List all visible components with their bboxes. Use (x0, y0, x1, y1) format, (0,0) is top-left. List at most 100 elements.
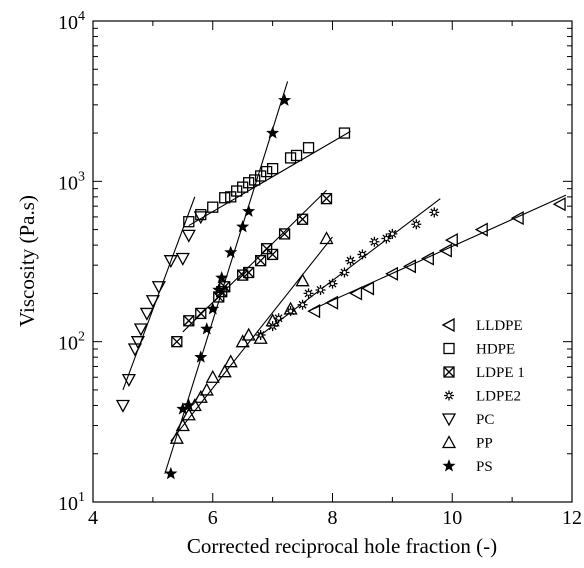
legend-marker (441, 317, 455, 333)
legend-item: LDPE 1 (443, 365, 525, 381)
data-point (444, 233, 458, 248)
x-tick-label: 12 (562, 507, 582, 529)
data-point (320, 192, 333, 205)
fit-lines (122, 81, 567, 474)
fit-line-pp (170, 236, 333, 442)
legend-marker (443, 342, 455, 355)
data-point (235, 334, 250, 348)
data-point (241, 327, 256, 341)
data-point (169, 430, 184, 444)
data-point (224, 245, 238, 259)
data-point (302, 142, 315, 154)
legend: LLDPE HDPE LDPE 1 LDPE2 PC PP PS (441, 317, 525, 475)
x-tick-label: 6 (208, 507, 218, 529)
data-point (236, 220, 250, 233)
data-point (200, 322, 214, 335)
data-point (357, 249, 368, 260)
y-tick-label: 102 (58, 330, 85, 355)
data-point (278, 228, 291, 240)
data-point (151, 281, 166, 295)
data-point (182, 398, 196, 412)
data-point (273, 313, 284, 324)
data-point (181, 229, 196, 243)
data-point (327, 278, 338, 289)
data-point (325, 295, 339, 310)
data-point (283, 301, 298, 315)
legend-label: PP (476, 436, 493, 452)
data-point (552, 197, 566, 212)
data-point (361, 281, 375, 296)
data-point (115, 399, 131, 413)
y-tick-labels: 101 102 103 104 (58, 9, 85, 515)
data-point (290, 149, 303, 162)
data-point (303, 288, 314, 299)
legend-marker (441, 413, 457, 427)
data-point (225, 191, 237, 203)
data-point (296, 213, 309, 225)
legend-label: HDPE (476, 342, 515, 358)
data-point (127, 343, 143, 357)
data-point (338, 127, 351, 139)
data-point (385, 266, 399, 281)
y-tick-label: 101 (58, 490, 85, 515)
y-axis-title: Viscosity (Pa.s) (15, 195, 39, 327)
data-point (243, 177, 255, 189)
data-point (133, 323, 148, 337)
data-point (278, 93, 292, 106)
legend-item: HDPE (443, 342, 515, 358)
axis-ticks (92, 20, 573, 503)
data-point (369, 236, 380, 247)
data-point (212, 283, 226, 296)
x-axis-title: Corrected reciprocal hole fraction (-) (187, 534, 497, 558)
data-point (420, 251, 434, 266)
data-point (139, 307, 154, 321)
data-point (175, 252, 190, 266)
data-point (195, 307, 207, 320)
x-tick-label: 8 (328, 507, 338, 529)
series-lldpe (307, 197, 566, 319)
data-point (231, 185, 243, 197)
data-point (194, 350, 208, 363)
data-point (145, 295, 160, 309)
data-point (438, 243, 452, 258)
data-point (402, 259, 416, 274)
data-point (381, 233, 392, 244)
data-point (297, 299, 308, 310)
legend-marker (441, 435, 457, 449)
data-point (266, 162, 279, 175)
fit-line-ps (164, 81, 289, 474)
data-point (339, 267, 350, 278)
data-point (171, 336, 183, 348)
legend-marker (443, 366, 455, 378)
x-tick-label: 10 (442, 507, 462, 529)
series-pc (115, 211, 208, 413)
data-point (249, 174, 261, 186)
data-point (349, 286, 363, 301)
y-tick-label: 103 (58, 169, 85, 194)
fit-line-hdpe (188, 130, 351, 227)
data-point (266, 126, 280, 139)
data-point (265, 313, 280, 327)
data-point (285, 306, 296, 317)
data-point (207, 201, 219, 213)
series-pp (169, 231, 334, 444)
series-ldpe2 (255, 207, 440, 341)
data-point (510, 210, 524, 226)
x-tick-label: 4 (88, 507, 98, 529)
data-point (260, 165, 273, 178)
data-point (199, 382, 214, 396)
legend-item: PS (442, 459, 493, 475)
data-point (387, 228, 398, 239)
data-point (284, 152, 297, 164)
data-point (217, 364, 232, 378)
data-point (193, 389, 208, 403)
legend-label: PC (476, 412, 494, 428)
legend-item: LLDPE (441, 317, 523, 334)
data-points (115, 93, 566, 480)
y-tick-label: 104 (58, 9, 85, 34)
data-point (215, 271, 229, 284)
data-point (183, 216, 195, 228)
legend-label: LDPE2 (476, 389, 521, 405)
legend-item: PC (441, 412, 494, 428)
